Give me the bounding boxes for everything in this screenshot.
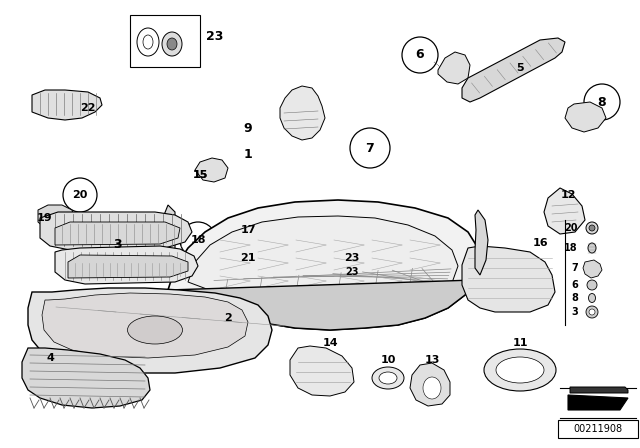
Text: 22: 22	[80, 103, 96, 113]
Text: 18: 18	[564, 243, 578, 253]
Circle shape	[63, 178, 97, 212]
Text: 6: 6	[416, 48, 424, 61]
Text: 10: 10	[380, 355, 396, 365]
Polygon shape	[160, 205, 175, 278]
Ellipse shape	[484, 349, 556, 391]
Text: 19: 19	[36, 213, 52, 223]
Polygon shape	[168, 200, 480, 330]
Polygon shape	[438, 52, 470, 84]
Polygon shape	[544, 188, 585, 234]
Polygon shape	[42, 293, 248, 358]
Circle shape	[100, 227, 136, 263]
Text: 4: 4	[46, 353, 54, 363]
Polygon shape	[583, 260, 602, 278]
Text: 20: 20	[72, 190, 88, 200]
Text: 8: 8	[571, 293, 578, 303]
Ellipse shape	[137, 28, 159, 56]
Ellipse shape	[372, 367, 404, 389]
Polygon shape	[168, 280, 475, 330]
Polygon shape	[475, 210, 488, 275]
Polygon shape	[195, 158, 228, 182]
Polygon shape	[410, 363, 450, 406]
Text: 20: 20	[564, 223, 578, 233]
Ellipse shape	[496, 357, 544, 383]
Text: 13: 13	[424, 355, 440, 365]
Bar	[558, 420, 638, 438]
Circle shape	[180, 222, 216, 258]
Bar	[130, 15, 200, 67]
Ellipse shape	[423, 377, 441, 399]
Ellipse shape	[162, 32, 182, 56]
Polygon shape	[40, 212, 192, 250]
Polygon shape	[68, 255, 188, 278]
Text: 11: 11	[512, 338, 528, 348]
Polygon shape	[568, 395, 628, 410]
Polygon shape	[188, 216, 458, 316]
Text: 15: 15	[192, 170, 208, 180]
Polygon shape	[290, 346, 354, 396]
Polygon shape	[55, 246, 198, 284]
Polygon shape	[462, 246, 555, 312]
Text: 3: 3	[572, 307, 578, 317]
Circle shape	[587, 280, 597, 290]
Circle shape	[589, 309, 595, 315]
Polygon shape	[570, 387, 628, 393]
Text: 00211908: 00211908	[573, 424, 623, 434]
Polygon shape	[565, 102, 606, 132]
Polygon shape	[280, 86, 325, 140]
Text: 17: 17	[240, 225, 256, 235]
Circle shape	[350, 128, 390, 168]
Text: 23: 23	[345, 267, 359, 277]
Circle shape	[586, 222, 598, 234]
Circle shape	[584, 84, 620, 120]
Ellipse shape	[143, 35, 153, 49]
Ellipse shape	[379, 372, 397, 384]
Circle shape	[586, 306, 598, 318]
Circle shape	[589, 225, 595, 231]
Text: 23: 23	[344, 253, 360, 263]
Text: 6: 6	[572, 280, 578, 290]
Circle shape	[402, 37, 438, 73]
Text: 1: 1	[244, 148, 252, 161]
Polygon shape	[55, 222, 180, 245]
Text: 5: 5	[516, 63, 524, 73]
Text: 7: 7	[365, 142, 374, 155]
Ellipse shape	[167, 38, 177, 50]
Polygon shape	[32, 90, 102, 120]
Text: 12: 12	[560, 190, 576, 200]
Ellipse shape	[588, 243, 596, 253]
Polygon shape	[38, 205, 74, 230]
Ellipse shape	[127, 316, 182, 344]
Text: 23: 23	[206, 30, 224, 43]
Text: 8: 8	[598, 95, 606, 108]
Text: 14: 14	[322, 338, 338, 348]
Text: 3: 3	[114, 238, 122, 251]
Polygon shape	[28, 288, 272, 373]
Polygon shape	[22, 348, 150, 408]
Text: 21: 21	[240, 253, 256, 263]
Text: 16: 16	[532, 238, 548, 248]
Polygon shape	[462, 38, 565, 102]
Text: 2: 2	[224, 313, 232, 323]
Circle shape	[336, 256, 368, 288]
Text: 9: 9	[244, 121, 252, 134]
Text: 18: 18	[190, 235, 205, 245]
Text: 7: 7	[572, 263, 578, 273]
Ellipse shape	[589, 293, 595, 302]
Text: 15: 15	[192, 170, 208, 180]
